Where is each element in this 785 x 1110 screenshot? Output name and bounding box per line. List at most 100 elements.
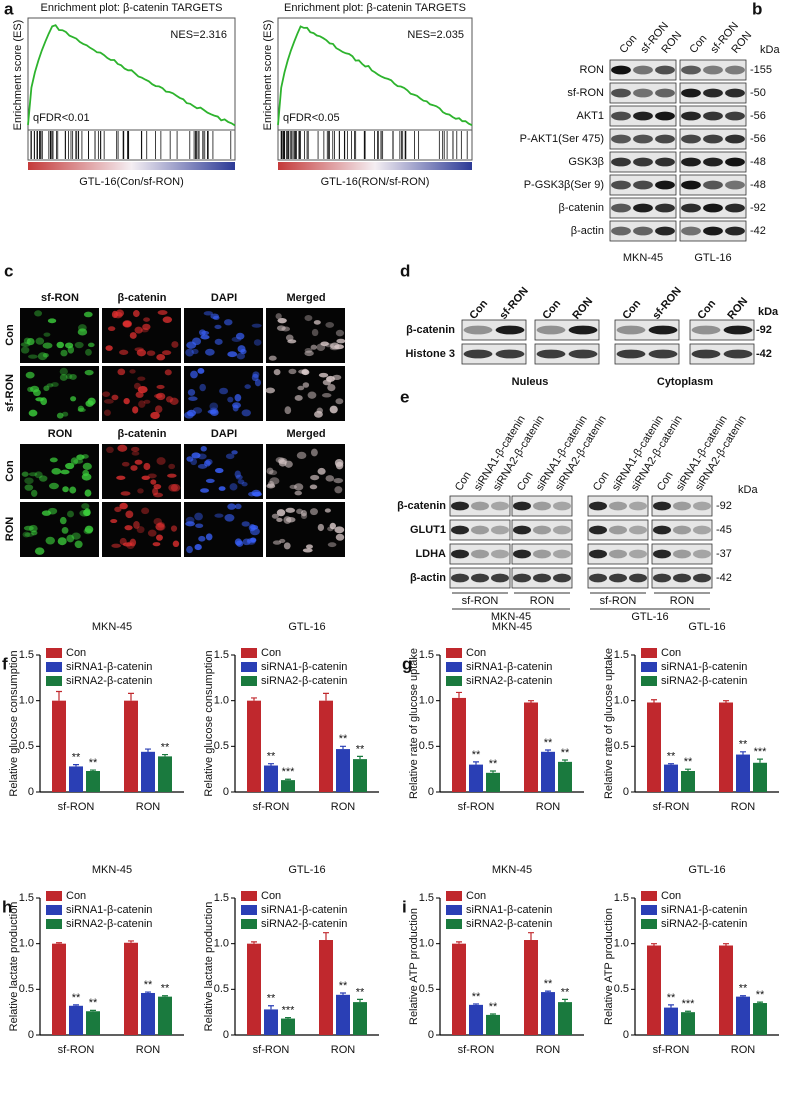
significance: ** <box>356 986 365 998</box>
bar <box>486 1014 500 1035</box>
lane-label: Con <box>687 33 709 56</box>
rank-bar <box>278 162 472 170</box>
bar <box>319 700 333 792</box>
cell <box>84 489 92 497</box>
cell <box>296 508 304 515</box>
legend-swatch <box>46 662 62 672</box>
y-tick-label: 0.5 <box>614 740 629 752</box>
error-bar <box>490 770 496 773</box>
cell <box>194 512 203 521</box>
cell <box>77 408 86 413</box>
micrograph <box>266 444 345 499</box>
column-label: β-catenin <box>118 292 167 304</box>
kda-label: -56 <box>750 110 766 122</box>
row-label: sf-RON <box>4 374 16 412</box>
cell <box>246 537 257 544</box>
legend-label: siRNA1-β-catenin <box>261 904 347 916</box>
y-axis-label: Enrichment score (ES) <box>262 20 274 131</box>
bar <box>141 992 155 1035</box>
cell <box>335 461 344 470</box>
cell <box>327 542 337 548</box>
cell <box>302 382 310 388</box>
cell <box>200 488 210 493</box>
error-bar <box>685 1010 691 1013</box>
cell <box>103 409 111 416</box>
band <box>655 134 675 144</box>
cell <box>253 339 262 346</box>
cell <box>271 513 279 519</box>
group-label: sf-RON <box>600 595 637 607</box>
cell <box>311 328 319 337</box>
band <box>533 501 551 511</box>
band <box>653 573 671 583</box>
x-tick-label: sf-RON <box>253 801 290 813</box>
cell <box>227 351 238 358</box>
lane-label: RON <box>725 295 750 321</box>
cell <box>334 526 345 534</box>
legend-swatch <box>446 905 462 915</box>
nes: NES=2.316 <box>170 29 227 41</box>
band <box>513 549 531 559</box>
cell <box>153 492 164 498</box>
cell <box>227 503 236 510</box>
band <box>723 349 753 359</box>
error-bar <box>456 691 462 698</box>
row-label: β-actin <box>571 225 604 237</box>
cell <box>29 385 40 393</box>
bar <box>664 764 678 792</box>
band <box>725 203 745 213</box>
cell <box>281 326 291 332</box>
band <box>471 501 489 511</box>
cell <box>207 409 217 414</box>
bar <box>158 996 172 1035</box>
cell <box>82 469 89 477</box>
error-bar <box>323 932 329 941</box>
y-tick-label: 1.5 <box>214 892 229 904</box>
bar <box>336 749 350 792</box>
band <box>568 349 598 359</box>
cell <box>335 329 345 337</box>
bar <box>86 770 100 792</box>
x-tick-label: RON <box>331 1044 356 1056</box>
row-label: GSK3β <box>568 156 604 168</box>
error-bar <box>323 692 329 701</box>
x-axis-label: GTL-16(RON/sf-RON) <box>321 176 430 188</box>
cell <box>265 387 276 394</box>
cell <box>84 369 94 376</box>
chart-title: GTL-16 <box>688 621 725 633</box>
legend-swatch <box>446 891 462 901</box>
column-label: Merged <box>286 292 325 304</box>
bar <box>719 702 733 792</box>
cell <box>60 349 68 357</box>
cell <box>214 513 224 518</box>
band <box>533 525 551 535</box>
cell <box>56 341 65 349</box>
significance: ** <box>161 741 170 753</box>
cell <box>335 533 345 541</box>
cell <box>69 374 77 380</box>
legend-label: siRNA1-β-catenin <box>466 661 552 673</box>
cell <box>123 397 130 405</box>
band <box>513 501 531 511</box>
band <box>655 180 675 190</box>
x-tick-label: RON <box>731 1044 756 1056</box>
bar <box>541 992 555 1035</box>
error-bar <box>562 998 568 1003</box>
cell <box>111 543 121 548</box>
lane-label: RON <box>570 295 595 321</box>
legend-label: Con <box>261 890 281 902</box>
lane-label: sf-RON <box>497 285 531 322</box>
significance: ** <box>489 758 498 770</box>
band <box>633 111 653 121</box>
legend-swatch <box>46 905 62 915</box>
legend-swatch <box>241 648 257 658</box>
cell <box>318 372 329 378</box>
bar <box>647 945 661 1035</box>
bar <box>264 765 278 792</box>
band <box>589 573 607 583</box>
band <box>693 525 711 535</box>
legend-label: siRNA2-β-catenin <box>661 675 747 687</box>
band <box>533 573 551 583</box>
bar <box>264 1009 278 1035</box>
cell <box>49 457 58 463</box>
